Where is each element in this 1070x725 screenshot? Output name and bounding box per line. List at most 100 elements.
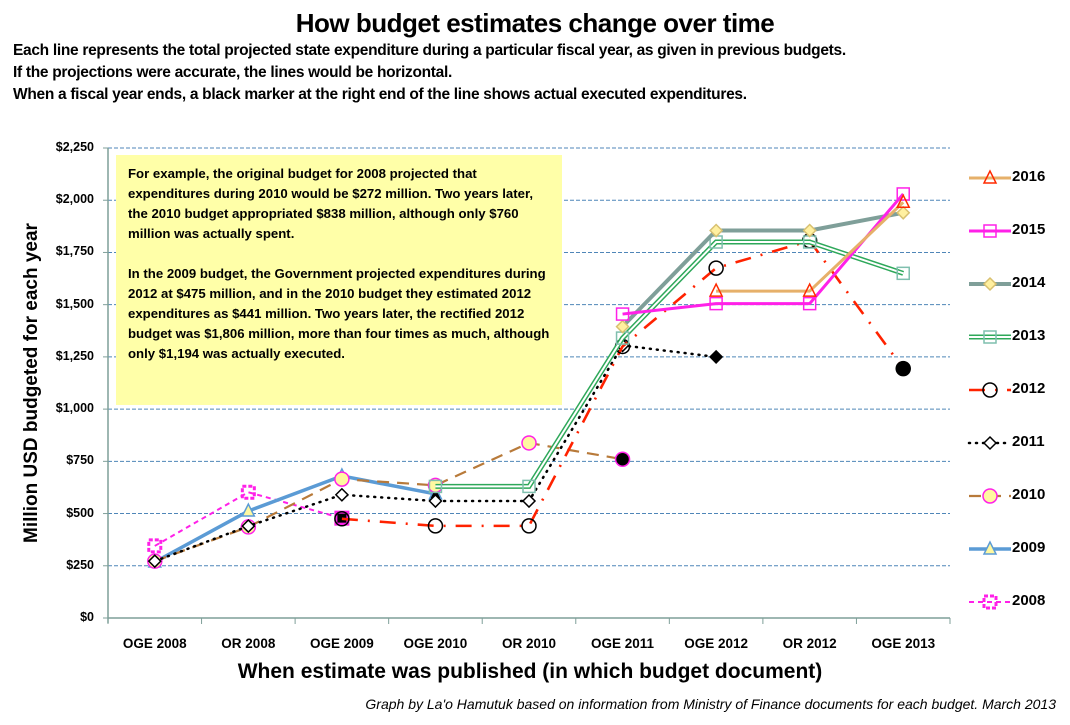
circle-marker	[982, 382, 998, 398]
legend-item-2015: 2015	[968, 221, 1068, 241]
circle-marker	[521, 435, 537, 451]
square-marker	[896, 187, 910, 201]
y-tick-label: $750	[66, 453, 94, 468]
circle-marker	[982, 488, 998, 504]
y-tick-label: $1,750	[55, 244, 94, 259]
series-2015	[615, 187, 910, 321]
triangle-marker	[241, 502, 256, 517]
legend-item-2008: 2008	[968, 592, 1068, 612]
triangle-marker	[708, 282, 724, 297]
x-tick-label: OGE 2013	[871, 636, 936, 651]
x-tick-label: OGE 2012	[684, 636, 748, 651]
series-line-2015	[622, 192, 905, 316]
intro-line-1: Each line represents the total projected…	[13, 42, 846, 59]
legend-item-2011: 2011	[968, 433, 1068, 453]
credit-line: Graph by La'o Hamutuk based on informati…	[365, 696, 1056, 712]
legend-swatch-2013	[969, 330, 1011, 344]
legend-label: 2015	[1012, 221, 1046, 238]
legend	[967, 169, 1013, 610]
y-tick-label: $2,250	[55, 140, 94, 154]
x-tick-label: OGE 2011	[591, 636, 655, 651]
series-2013	[428, 235, 910, 494]
series-2016	[708, 193, 911, 297]
square-marker	[147, 538, 163, 554]
series-2010	[147, 435, 631, 569]
square-marker	[983, 224, 997, 238]
square-marker	[802, 296, 817, 311]
square-marker	[615, 307, 630, 321]
x-tick-label: OR 2010	[501, 636, 557, 651]
legend-item-2012: 2012	[968, 380, 1068, 400]
series-line-2009	[153, 474, 436, 564]
x-tick-label: OR 2008	[221, 636, 276, 651]
legend-swatch-2008	[969, 594, 1011, 610]
square-marker	[428, 479, 443, 494]
circle-marker	[334, 511, 350, 527]
actual-circle-marker	[895, 360, 911, 377]
legend-label: 2009	[1012, 539, 1046, 556]
legend-item-2016: 2016	[968, 168, 1068, 188]
actual-diamond-marker	[709, 349, 724, 364]
square-marker	[896, 266, 910, 281]
legend-label: 2016	[1012, 168, 1046, 185]
legend-label: 2014	[1012, 274, 1046, 291]
y-tick-label: $2,000	[55, 192, 94, 207]
legend-swatch-2011	[967, 435, 1013, 451]
square-marker	[982, 594, 998, 610]
intro-line-3: When a fiscal year ends, a black marker …	[13, 86, 747, 103]
diamond-marker	[334, 487, 349, 502]
diamond-marker	[241, 519, 256, 534]
x-tick-label: OR 2012	[782, 636, 837, 651]
actual-circle-marker	[614, 451, 631, 467]
legend-item-2013: 2013	[968, 327, 1068, 347]
triangle-marker	[802, 282, 817, 297]
y-tick-label: $250	[66, 557, 94, 572]
legend-label: 2008	[1012, 592, 1046, 609]
x-tick-label: OGE 2010	[403, 636, 468, 651]
triangle-marker	[982, 540, 998, 555]
y-tick-label: $0	[80, 610, 94, 624]
legend-item-2010: 2010	[968, 486, 1068, 506]
x-tick-label: OGE 2008	[122, 636, 187, 651]
legend-swatch-2009	[969, 540, 1011, 555]
legend-swatch-2010	[969, 488, 1011, 504]
legend-label: 2011	[1012, 433, 1045, 450]
y-axis-label: Million USD budgeted for each year	[21, 223, 42, 543]
diamond-marker	[428, 493, 443, 509]
series-line-2014	[621, 210, 904, 328]
circle-marker	[427, 518, 444, 534]
diamond-marker	[147, 554, 162, 569]
intro-line-2: If the projections were accurate, the li…	[13, 64, 452, 81]
triangle-marker	[982, 169, 998, 184]
series-line-2008	[154, 491, 343, 547]
diamond-marker	[896, 205, 911, 220]
y-tick-label: $1,000	[55, 401, 94, 416]
diamond-marker	[615, 319, 630, 334]
diamond-marker	[709, 223, 724, 238]
square-marker	[240, 484, 256, 500]
x-axis-label: When estimate was published (in which bu…	[237, 660, 823, 683]
chart-title: How budget estimates change over time	[295, 8, 775, 38]
annotation-box: For example, the original budget for 200…	[116, 155, 562, 405]
series-2014	[615, 205, 911, 334]
series-line-inner-2013	[435, 241, 904, 488]
annotation-paragraph-1: For example, the original budget for 200…	[128, 166, 534, 241]
circle-marker	[521, 518, 537, 534]
circle-marker	[334, 471, 350, 487]
annotation-paragraph-2: In the 2009 budget, the Government proje…	[128, 266, 550, 361]
x-tick-label: OGE 2009	[309, 636, 374, 651]
legend-swatch-2015	[969, 224, 1011, 238]
triangle-marker	[896, 193, 911, 209]
legend-label: 2012	[1012, 380, 1046, 397]
diamond-marker	[982, 435, 998, 451]
y-tick-label: $1,250	[55, 348, 94, 363]
legend-label: 2013	[1012, 327, 1046, 344]
legend-item-2014: 2014	[968, 274, 1068, 294]
y-tick-label: $1,500	[55, 296, 94, 311]
square-marker	[522, 479, 536, 494]
diamond-marker	[802, 223, 817, 238]
series-group	[147, 187, 911, 569]
square-marker	[709, 296, 723, 311]
legend-swatch-2014	[969, 276, 1011, 292]
diamond-marker	[982, 276, 998, 292]
